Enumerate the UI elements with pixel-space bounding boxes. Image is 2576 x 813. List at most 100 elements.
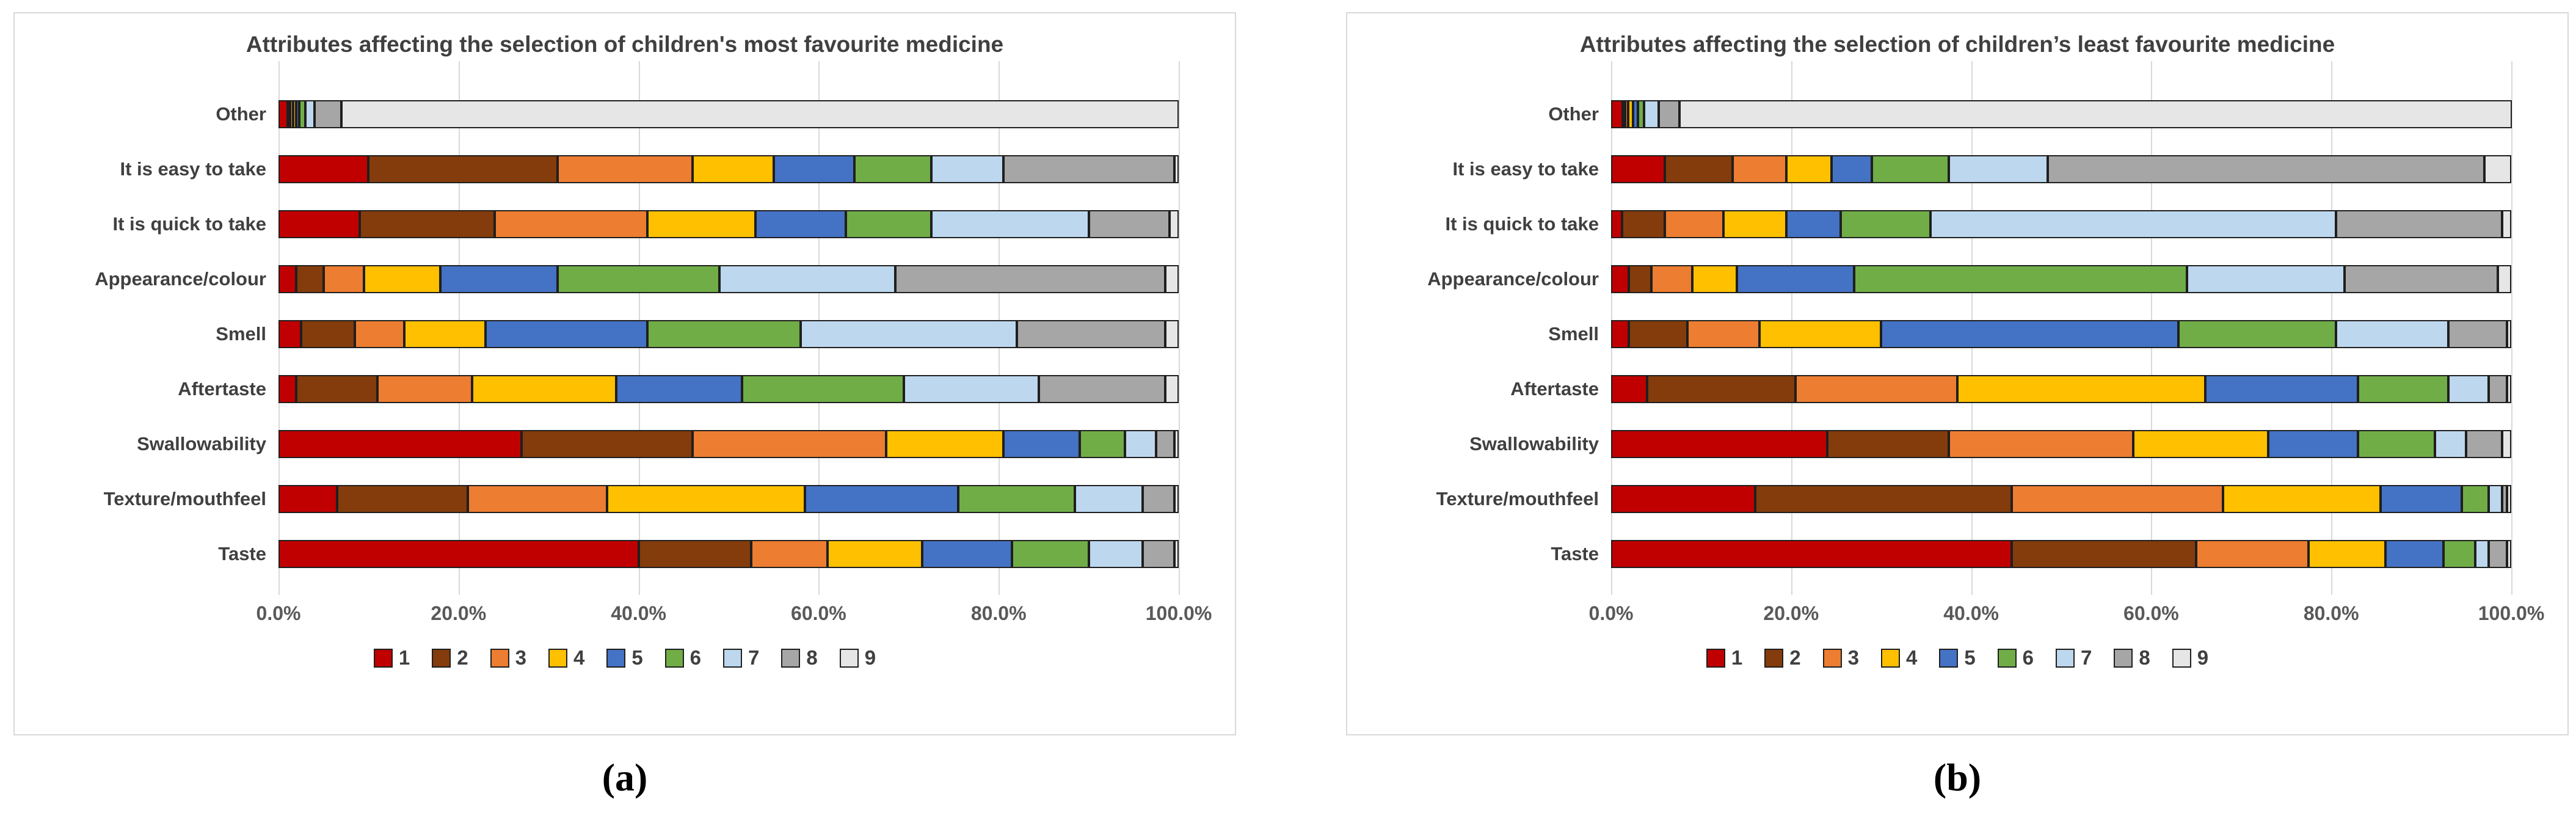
bar-segment <box>1723 210 1787 238</box>
legend-item: 6 <box>1997 646 2034 669</box>
x-axis: 0.0% 20.0% 40.0% 60.0% 80.0% 100.0% <box>257 597 1212 632</box>
bar-segment <box>2466 430 2503 458</box>
legend-item: 8 <box>2114 646 2150 669</box>
bar-segment <box>2502 430 2511 458</box>
stacked-bar <box>278 100 1179 128</box>
figure-caption-b: (b) <box>1933 756 1982 799</box>
bar-segment <box>1124 430 1157 458</box>
x-axis-tick-label: 80.0% <box>2303 602 2359 624</box>
stacked-bar <box>1611 320 2511 348</box>
x-axis-tick-label: 100.0% <box>2478 602 2545 624</box>
bar-segment <box>300 320 355 348</box>
bar-segment <box>471 375 616 403</box>
bar-segment <box>2506 540 2511 568</box>
bar-segment <box>2506 320 2511 348</box>
stacked-bar <box>278 155 1179 183</box>
legend-label: 5 <box>1964 646 1976 669</box>
bar-segment <box>359 210 495 238</box>
stacked-bar <box>1611 375 2511 403</box>
stacked-bar <box>1611 485 2511 513</box>
bar-segment <box>1629 320 1688 348</box>
bar-row <box>278 142 1179 197</box>
bar-segment <box>2443 540 2475 568</box>
bar-segment <box>800 320 1017 348</box>
bar-row <box>1611 417 2511 472</box>
legend-label: 2 <box>1789 646 1801 669</box>
bar-segment <box>2358 430 2435 458</box>
bar-segment <box>895 265 1165 293</box>
bar-segment <box>2047 155 2484 183</box>
legend-label: 6 <box>2022 646 2034 669</box>
bar-segment <box>355 320 405 348</box>
bar-segment <box>287 100 291 128</box>
legend: 1 2 3 4 5 6 7 8 9 <box>15 646 1235 669</box>
bar-segment <box>2475 540 2489 568</box>
bar-segment <box>278 100 288 128</box>
bar-segment <box>2345 265 2498 293</box>
category-label: Aftertaste <box>178 378 266 399</box>
category-label: It is easy to take <box>1452 158 1599 180</box>
bar-segment <box>1827 430 1949 458</box>
bar-segment <box>314 100 342 128</box>
bar-segment <box>296 265 324 293</box>
bar-segment <box>1075 485 1143 513</box>
legend-item: 9 <box>2172 646 2208 669</box>
bar-segment <box>1174 155 1179 183</box>
bar-segment <box>2205 375 2359 403</box>
category-label: Appearance/colour <box>95 268 266 290</box>
bar-segment <box>1646 375 1796 403</box>
category-label: It is quick to take <box>112 213 266 235</box>
category-label: Aftertaste <box>1510 378 1599 399</box>
bar-segment <box>1651 265 1692 293</box>
bar-segment <box>2381 485 2462 513</box>
bar-segment <box>1623 100 1626 128</box>
legend-item: 3 <box>1822 646 1859 669</box>
bar-segment <box>1665 155 1733 183</box>
legend-swatch <box>2172 648 2191 668</box>
legend-item: 3 <box>490 646 526 669</box>
bar-segment <box>742 375 904 403</box>
bar-segment <box>1755 485 2012 513</box>
bar-segment <box>1629 265 1652 293</box>
bar-row <box>278 417 1179 472</box>
x-axis: 0.0% 20.0% 40.0% 60.0% 80.0% 100.0% <box>1589 597 2545 632</box>
bar-segment <box>606 485 806 513</box>
legend-item: 2 <box>1764 646 1801 669</box>
axis-spacer <box>1347 597 1611 632</box>
bar-segment <box>886 430 1003 458</box>
bar-segment <box>1611 320 1629 348</box>
category-label: Other <box>1548 103 1599 125</box>
bar-segment <box>1174 430 1179 458</box>
bar-segment <box>1611 375 1647 403</box>
axis-spacer <box>15 597 278 632</box>
bar-segment <box>1039 375 1165 403</box>
stacked-bar <box>278 210 1179 238</box>
bar-segment <box>1003 430 1080 458</box>
bar-segment <box>2489 375 2507 403</box>
bar-segment <box>2448 375 2489 403</box>
bar-segment <box>773 155 855 183</box>
bar-segment <box>2489 485 2503 513</box>
bar-segment <box>1658 100 1679 128</box>
legend-swatch <box>1880 648 1900 668</box>
bar-row <box>1611 252 2511 307</box>
bar-segment <box>1611 430 1827 458</box>
plot <box>1611 61 2512 595</box>
bar-segment <box>467 485 607 513</box>
bar-segment <box>854 155 931 183</box>
bar-segment <box>1611 485 1755 513</box>
legend-label: 3 <box>515 646 526 669</box>
bar-segment <box>1625 100 1628 128</box>
legend-item: 7 <box>723 646 759 669</box>
legend-label: 1 <box>1731 646 1743 669</box>
stacked-bar <box>278 430 1179 458</box>
legend-swatch <box>781 648 801 668</box>
bar-segment <box>1732 155 1787 183</box>
legend-swatch <box>1706 648 1725 668</box>
bar-segment <box>755 210 846 238</box>
bar-segment <box>2358 375 2448 403</box>
legend-label: 2 <box>457 646 468 669</box>
bar-segment <box>1016 320 1165 348</box>
chart-plot-area: Other It is easy to take It is quick to ta… <box>15 61 1235 595</box>
bar-segment <box>1174 485 1179 513</box>
